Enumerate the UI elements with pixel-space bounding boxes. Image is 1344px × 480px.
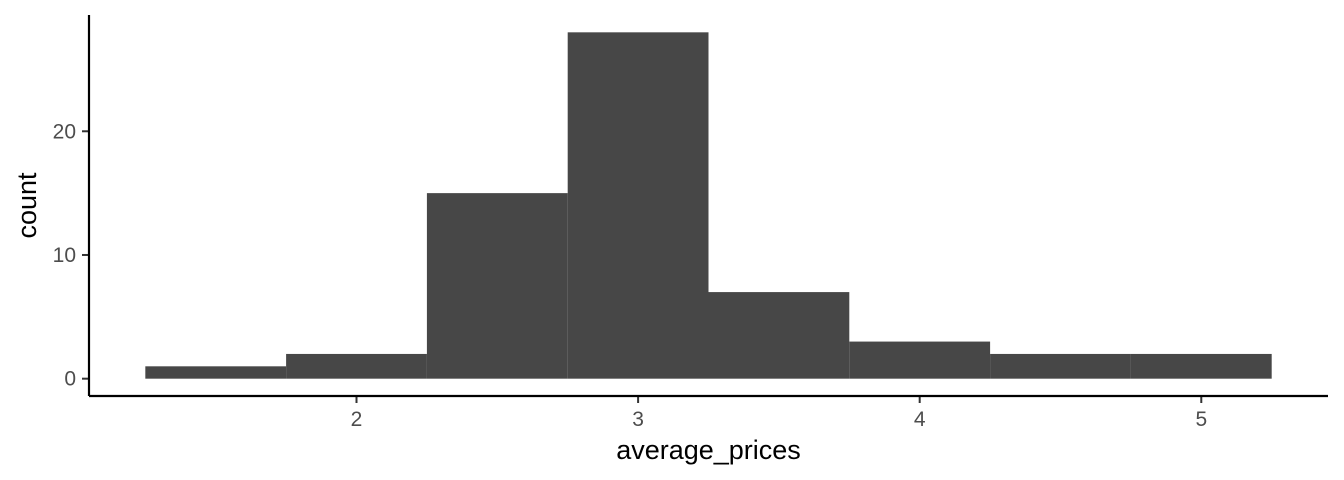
x-tick-label: 5 [1195, 408, 1207, 431]
y-tick-label: 0 [64, 368, 76, 391]
histogram-bars [145, 32, 1272, 379]
x-tick-label: 4 [914, 408, 926, 431]
histogram-bar-0 [145, 366, 287, 379]
histogram-bar-5 [849, 341, 991, 379]
histogram-bar-7 [1130, 353, 1272, 379]
y-axis-title: count [12, 172, 42, 239]
x-axis-ticks: 2 3 4 5 [351, 396, 1207, 431]
histogram-bar-3 [567, 32, 709, 379]
y-axis-ticks: 0 10 20 [53, 120, 89, 391]
histogram-bar-6 [990, 353, 1131, 379]
x-axis-title: average_prices [616, 435, 801, 465]
histogram-bar-2 [426, 193, 568, 379]
x-tick-label: 2 [351, 408, 363, 431]
y-tick-label: 10 [53, 244, 76, 267]
y-tick-label: 20 [53, 120, 76, 143]
histogram-bar-1 [286, 353, 427, 379]
histogram-bar-4 [708, 292, 850, 379]
x-tick-label: 3 [632, 408, 644, 431]
